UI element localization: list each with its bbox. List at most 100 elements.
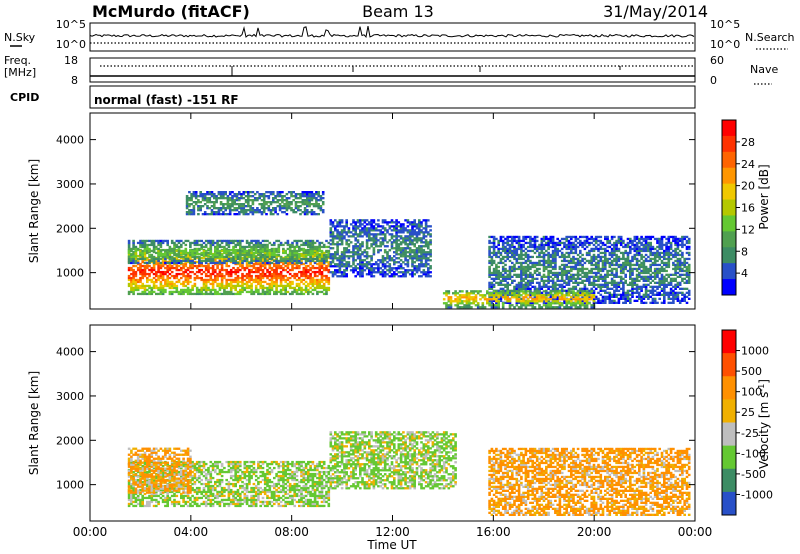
data-cell: [345, 219, 348, 222]
data-cell: [293, 249, 296, 253]
data-cell: [511, 289, 514, 292]
data-cell: [249, 207, 252, 210]
data-cell: [168, 268, 172, 272]
data-cell: [560, 263, 564, 267]
data-cell: [315, 197, 318, 200]
data-cell: [604, 295, 607, 298]
data-cell: [647, 289, 650, 292]
data-cell: [361, 229, 364, 232]
data-cell: [139, 264, 142, 268]
data-cell: [209, 282, 213, 286]
data-cell: [152, 255, 156, 259]
data-cell: [161, 288, 165, 292]
data-cell: [520, 269, 523, 273]
data-cell: [638, 267, 641, 271]
data-cell: [175, 274, 179, 278]
data-cell: [626, 257, 630, 261]
data-cell: [515, 253, 519, 257]
data-cell: [222, 193, 225, 196]
data-cell: [640, 249, 643, 253]
data-cell: [220, 292, 224, 296]
data-cell: [340, 243, 344, 246]
data-cell: [252, 292, 256, 296]
data-cell: [642, 239, 646, 243]
data-cell: [368, 227, 371, 230]
data-cell: [311, 276, 315, 280]
data-cell: [574, 249, 578, 253]
data-cell: [150, 268, 154, 272]
data-cell: [193, 264, 197, 268]
data-cell: [604, 235, 607, 239]
data-cell: [347, 239, 351, 242]
data-cell: [590, 283, 593, 286]
data-cell: [159, 270, 163, 274]
data-cell: [243, 288, 247, 292]
data-cell: [517, 273, 521, 276]
data-cell: [386, 245, 389, 248]
data-cell: [492, 267, 496, 271]
data-cell: [590, 257, 593, 261]
data-cell: [166, 248, 169, 252]
data-cell: [247, 205, 250, 208]
data-cell: [334, 253, 337, 256]
data-cell: [574, 245, 578, 249]
data-cell: [363, 263, 367, 266]
data-cell: [529, 259, 532, 263]
data-cell: [588, 261, 591, 265]
data-cell: [304, 241, 308, 245]
data-cell: [269, 191, 273, 194]
data-cell: [381, 221, 385, 224]
data-cell: [297, 193, 300, 196]
data-cell: [408, 221, 412, 224]
data-cell: [336, 233, 339, 236]
data-cell: [549, 279, 553, 282]
data-cell: [278, 193, 282, 196]
data-cell: [408, 255, 412, 258]
data-cell: [508, 289, 512, 292]
data-cell: [506, 257, 509, 261]
data-cell: [411, 229, 414, 232]
data-cell: [288, 255, 292, 259]
data-cell: [513, 279, 516, 282]
data-cell: [626, 259, 630, 263]
data-cell: [150, 257, 154, 261]
data-cell: [340, 251, 344, 254]
data-cell: [177, 239, 181, 243]
data-cell: [257, 292, 260, 296]
data-cell: [215, 195, 218, 198]
data-cell: [245, 259, 249, 263]
data-cell: [610, 259, 614, 263]
data-cell: [529, 261, 532, 265]
data-cell: [570, 235, 573, 239]
data-cell: [263, 266, 267, 270]
data-cell: [370, 245, 373, 248]
data-cell: [204, 251, 208, 255]
data-cell: [244, 213, 248, 216]
data-cell: [209, 247, 213, 251]
data-cell: [239, 262, 242, 266]
data-cell: [558, 241, 562, 245]
data-cell: [198, 276, 201, 280]
data-cell: [150, 278, 154, 282]
data-cell: [538, 243, 541, 247]
data-cell: [413, 249, 416, 252]
data-cell: [581, 279, 584, 282]
data-cell: [247, 209, 250, 212]
data-cell: [418, 223, 421, 226]
data-cell: [277, 245, 281, 249]
data-cell: [318, 259, 321, 263]
data-cell: [572, 281, 575, 284]
data-cell: [538, 267, 541, 271]
data-cell: [299, 193, 302, 196]
data-cell: [644, 247, 648, 251]
data-cell: [318, 280, 321, 284]
data-cell: [148, 243, 151, 247]
data-cell: [132, 272, 135, 276]
data-cell: [157, 276, 160, 280]
data-cell: [168, 255, 172, 259]
data-cell: [143, 268, 147, 272]
data-cell: [560, 275, 564, 278]
data-cell: [429, 235, 432, 238]
data-cell: [583, 279, 587, 282]
data-cell: [429, 271, 432, 274]
